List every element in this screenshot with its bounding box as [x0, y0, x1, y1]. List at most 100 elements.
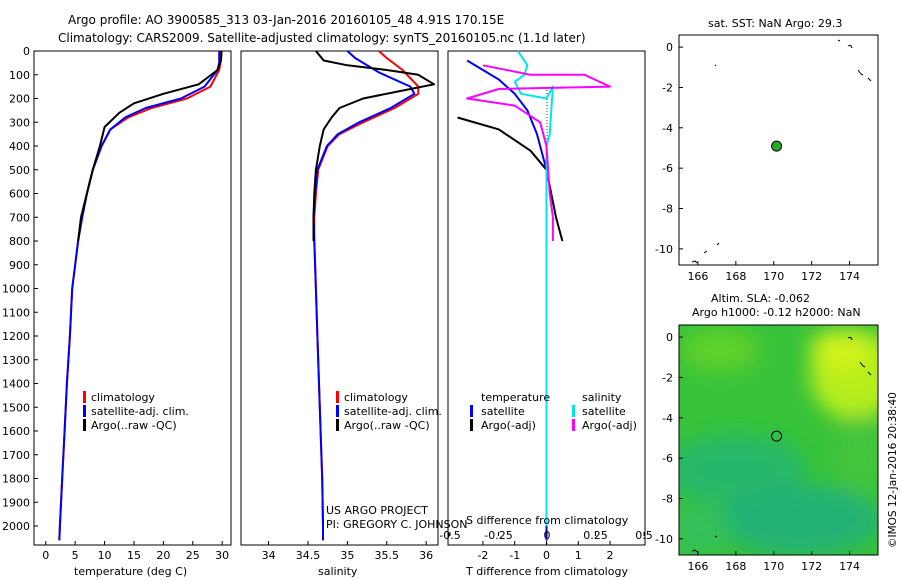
legend-label-s-argo: Argo(-adj) — [582, 419, 637, 432]
x-tick-label: 174 — [839, 560, 860, 573]
legend-swatch-satellite — [336, 405, 339, 417]
temperature-legend: climatology satellite-adj. clim. Argo(..… — [83, 391, 189, 432]
temperature-frame — [33, 50, 232, 546]
pi-annotation: PI: GREGORY C. JOHNSON — [326, 518, 467, 531]
island-outline — [716, 242, 720, 246]
y-tick-label: 700 — [9, 211, 30, 224]
island-outline — [867, 77, 872, 82]
sla-map-xticks: 166 168 170 172 174 — [687, 551, 860, 573]
y-tick-label: -8 — [662, 493, 673, 506]
x-tick-label: 0 — [543, 549, 550, 562]
series-line — [312, 50, 416, 541]
series-line — [466, 64, 611, 241]
x-tick-label: 168 — [725, 560, 746, 573]
x-tick-label: 36 — [419, 549, 433, 562]
y-tick-label: 300 — [9, 116, 30, 129]
island-outlines — [691, 39, 872, 264]
island-outline — [867, 371, 872, 376]
header-line1: Argo profile: AO 3900585_313 03-Jan-2016… — [68, 13, 504, 27]
y-tick-label: 1700 — [2, 449, 30, 462]
x-tick-label: 10 — [98, 549, 112, 562]
s-tick-label: 0 — [544, 529, 551, 542]
sla-map-frame — [678, 324, 879, 556]
x-tick-label: -2 — [477, 549, 488, 562]
y-tick-label: 1100 — [2, 306, 30, 319]
salinity-xticks: 34 34.5 35 35.5 36 — [262, 541, 433, 562]
series-line — [312, 50, 436, 241]
series-line — [313, 50, 420, 541]
sla-high-blob — [810, 330, 870, 370]
s-tick-label: -0.25 — [484, 529, 512, 542]
legend-swatch-s-satellite — [572, 405, 575, 417]
island-outline — [847, 336, 853, 341]
y-tick-label: -2 — [662, 81, 673, 94]
x-tick-label: 15 — [127, 549, 141, 562]
island-outline — [847, 44, 853, 49]
x-tick-label: 170 — [763, 560, 784, 573]
y-tick-label: 0 — [666, 41, 673, 54]
salinity-panel: 34 34.5 35 35.5 36 salinity climatology sate… — [240, 50, 467, 578]
x-tick-label: 166 — [687, 560, 708, 573]
series-line — [58, 51, 222, 541]
sst-map-xticks: 166 168 170 172 174 — [687, 261, 860, 283]
x-tick-label: 5 — [72, 549, 79, 562]
s-diff-xlabel: S difference from climatology — [466, 514, 629, 527]
y-tick-label: 400 — [9, 140, 30, 153]
y-tick-label: 0 — [666, 331, 673, 344]
legend-header-temperature: temperature — [481, 391, 550, 404]
x-tick-label: 2 — [607, 549, 614, 562]
x-tick-label: 0 — [42, 549, 49, 562]
legend-label-t-argo: Argo(-adj) — [481, 419, 536, 432]
series-line — [513, 50, 554, 526]
island-outline — [703, 250, 708, 254]
legend-swatch-s-argo — [572, 419, 575, 431]
y-tick-label: 1200 — [2, 330, 30, 343]
sst-map-panel: sat. SST: NaN Argo: 29.3 166 168 170 172 174… — [655, 17, 879, 283]
y-tick-label: 600 — [9, 188, 30, 201]
x-tick-label: 1 — [575, 549, 582, 562]
x-tick-label: 170 — [763, 270, 784, 283]
t-diff-xlabel: T difference from climatology — [465, 565, 628, 578]
x-tick-label: 166 — [687, 270, 708, 283]
legend-swatch-satellite — [83, 405, 86, 417]
island-outline — [714, 64, 717, 67]
legend-label-climatology: climatology — [344, 391, 408, 404]
project-annotation: US ARGO PROJECT — [326, 504, 428, 517]
sla-mid-blob — [835, 415, 878, 495]
legend-header-salinity: salinity — [582, 391, 622, 404]
x-tick-label: 34 — [262, 549, 276, 562]
y-tick-label: 1400 — [2, 378, 30, 391]
y-tick-label: 0 — [23, 45, 30, 58]
depth-yticks: 0 100 200 300 400 500 600 700 800 900 1000 1100 1200… — [2, 45, 38, 533]
sla-mid-blob — [680, 328, 760, 372]
legend-swatch-t-argo — [470, 419, 473, 431]
x-tick-label: 34.5 — [296, 549, 321, 562]
y-tick-label: -4 — [662, 122, 673, 135]
legend-label-t-satellite: satellite — [481, 405, 525, 418]
x-tick-label: 172 — [801, 270, 822, 283]
y-tick-label: 1300 — [2, 354, 30, 367]
sla-low-blob — [720, 485, 878, 555]
temperature-xticks: 0 5 10 15 20 25 30 — [42, 541, 229, 562]
legend-label-argo: Argo(..raw -QC) — [344, 419, 430, 432]
legend-swatch-t-satellite — [470, 405, 473, 417]
sla-map-title-line2: Argo h1000: -0.12 h2000: NaN — [692, 306, 861, 319]
y-tick-label: -6 — [662, 452, 673, 465]
island-outline — [691, 260, 698, 264]
imos-credit: ©IMOS 12-Jan-2016 20:38:40 — [887, 392, 899, 548]
y-tick-label: -10 — [655, 243, 673, 256]
legend-swatch-argo — [83, 419, 86, 431]
sla-map-panel: Altim. SLA: -0.062 Argo h1000: -0.12 h20… — [655, 292, 879, 573]
x-tick-label: 174 — [839, 270, 860, 283]
salinity-legend: climatology satellite-adj. clim. Argo(..… — [336, 391, 442, 432]
y-tick-label: 1900 — [2, 496, 30, 509]
series-line — [457, 116, 564, 242]
temperature-panel: 0 5 10 15 20 25 30 0 100 200 300 400 500 600 700 800 90… — [2, 45, 232, 578]
sla-heatmap — [679, 325, 878, 555]
legend-label-s-satellite: satellite — [582, 405, 626, 418]
s-tick-label: 0.25 — [583, 529, 608, 542]
s-tick-label: -0.5 — [439, 529, 460, 542]
legend-label-climatology: climatology — [91, 391, 155, 404]
x-tick-label: 168 — [725, 270, 746, 283]
sst-map-yticks: 0 -2 -4 -6 -8 -10 — [655, 41, 683, 256]
